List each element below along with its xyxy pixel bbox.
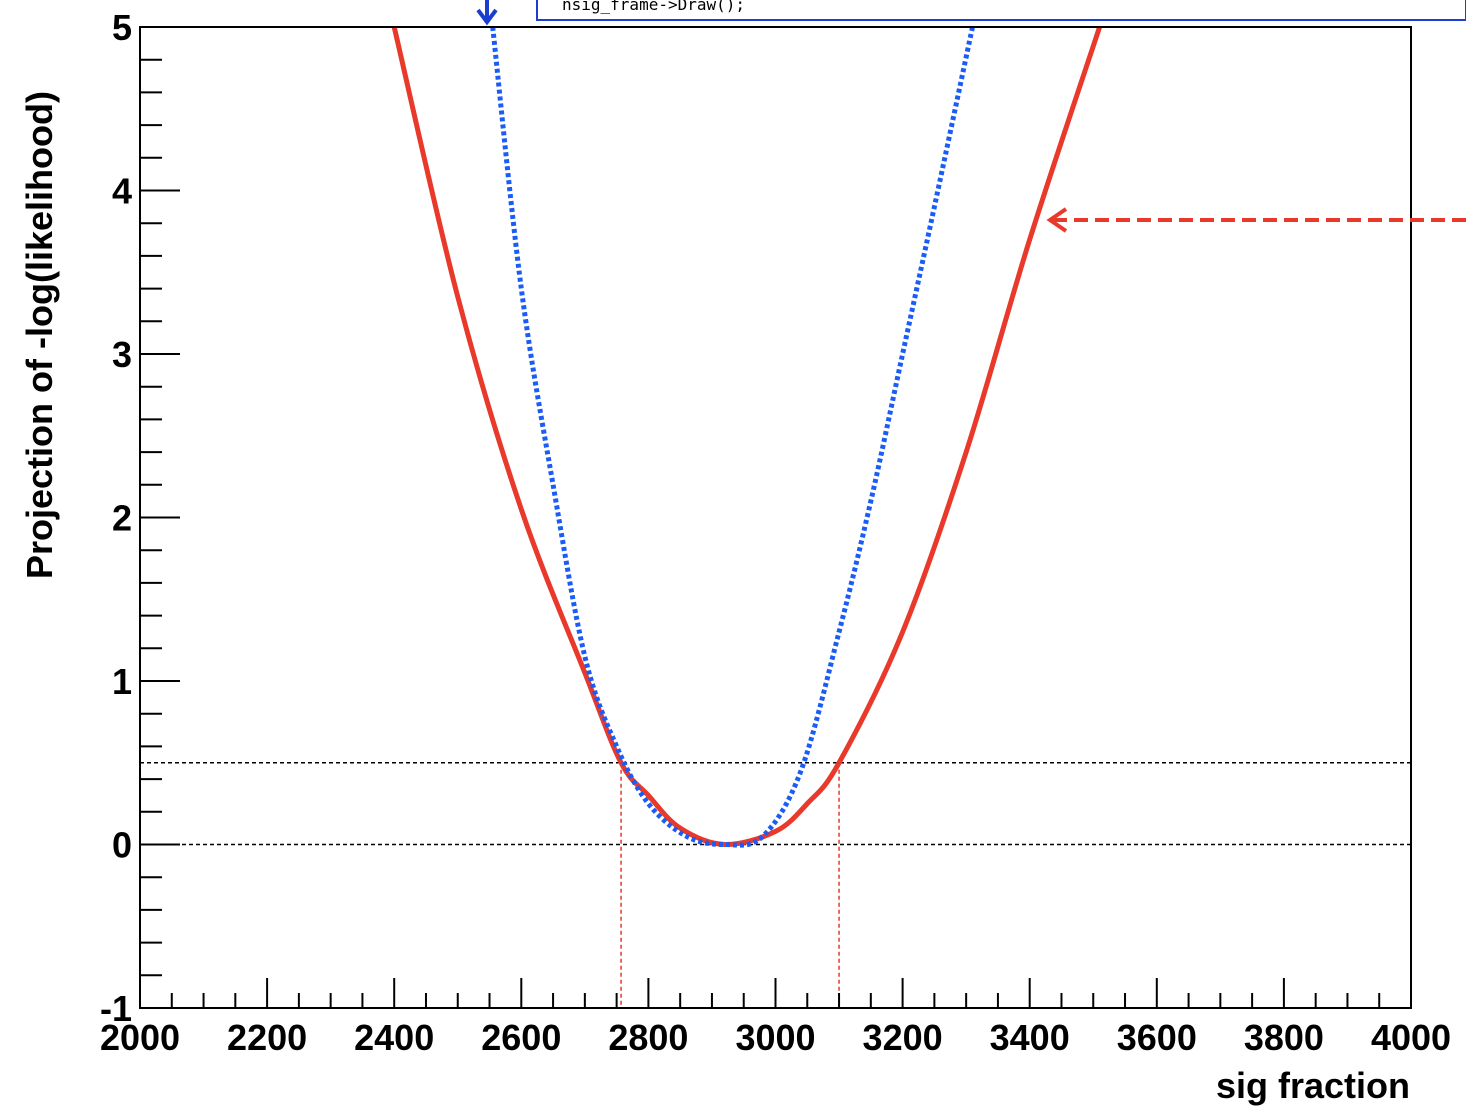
reference-lines — [140, 762, 1411, 1008]
y-axis: -1 0 1 2 3 4 5 — [100, 7, 180, 1029]
plot-frame — [139, 26, 1412, 1009]
code-annotation: nsig_frame->Draw(); — [536, 0, 1466, 21]
y-axis-title: Projection of -log(likelihood) — [19, 91, 60, 579]
curves — [391, 27, 1102, 848]
x-tick-label: 3000 — [735, 1017, 815, 1058]
x-tick-label: 3200 — [863, 1017, 943, 1058]
x-tick-label: 2200 — [227, 1017, 307, 1058]
x-tick-label: 3600 — [1117, 1017, 1197, 1058]
x-axis: 2000 2200 2400 2600 2800 3000 3200 3400 3600 3800… — [100, 978, 1451, 1058]
y-tick-label: 4 — [112, 171, 132, 212]
y-tick-label: 3 — [112, 334, 132, 375]
red-arrow — [1046, 207, 1466, 233]
blue-dotted-curve — [490, 27, 975, 848]
y-tick-label: -1 — [100, 988, 132, 1029]
red-solid-curve — [391, 27, 1102, 848]
blue-arrow — [476, 0, 498, 26]
code-annotation-text: nsig_frame->Draw(); — [562, 0, 745, 14]
x-tick-label: 2600 — [481, 1017, 561, 1058]
x-tick-label: 3400 — [990, 1017, 1070, 1058]
y-tick-label: 2 — [112, 498, 132, 539]
x-axis-title: sig fraction — [1216, 1065, 1410, 1106]
y-tick-label: 5 — [112, 7, 132, 48]
y-tick-label: 0 — [112, 825, 132, 866]
x-tick-label: 3800 — [1244, 1017, 1324, 1058]
x-tick-label: 2800 — [608, 1017, 688, 1058]
y-tick-label: 1 — [112, 661, 132, 702]
x-tick-label: 4000 — [1371, 1017, 1451, 1058]
x-tick-label: 2400 — [354, 1017, 434, 1058]
x-tick-label: 2000 — [100, 1017, 180, 1058]
